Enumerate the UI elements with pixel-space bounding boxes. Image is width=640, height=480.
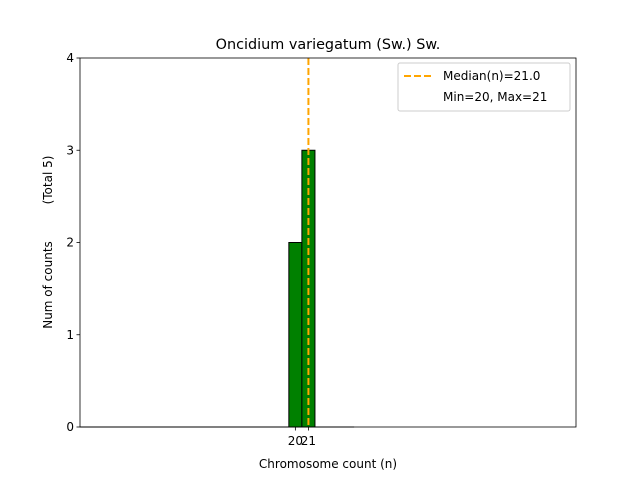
y-axis: 0 1 2 3 4 bbox=[66, 51, 80, 434]
axes-frame bbox=[79, 57, 577, 428]
x-axis-label: Chromosome count (n) bbox=[259, 457, 397, 471]
x-tick-label: 20 bbox=[288, 434, 303, 448]
y-axis-label: Num of counts bbox=[41, 241, 55, 329]
legend-range-label: Min=20, Max=21 bbox=[443, 90, 547, 104]
chart-title: Oncidium variegatum (Sw.) Sw. bbox=[216, 37, 441, 53]
legend-box bbox=[397, 62, 571, 112]
y-tick-label: 0 bbox=[66, 420, 74, 434]
y-tick-label: 2 bbox=[66, 236, 74, 250]
x-tick-label: 21 bbox=[301, 434, 316, 448]
plot-area bbox=[79, 57, 577, 428]
bars-group bbox=[80, 149, 355, 428]
y-tick-label: 3 bbox=[66, 143, 74, 157]
y-tick-label: 4 bbox=[66, 51, 74, 65]
y-axis-total-note: (Total 5) bbox=[41, 156, 55, 205]
legend: Median(n)=21.0 Min=20, Max=21 bbox=[397, 62, 571, 112]
legend-median-label: Median(n)=21.0 bbox=[443, 69, 540, 83]
y-tick-label: 1 bbox=[66, 328, 74, 342]
histogram-bar bbox=[288, 242, 303, 428]
